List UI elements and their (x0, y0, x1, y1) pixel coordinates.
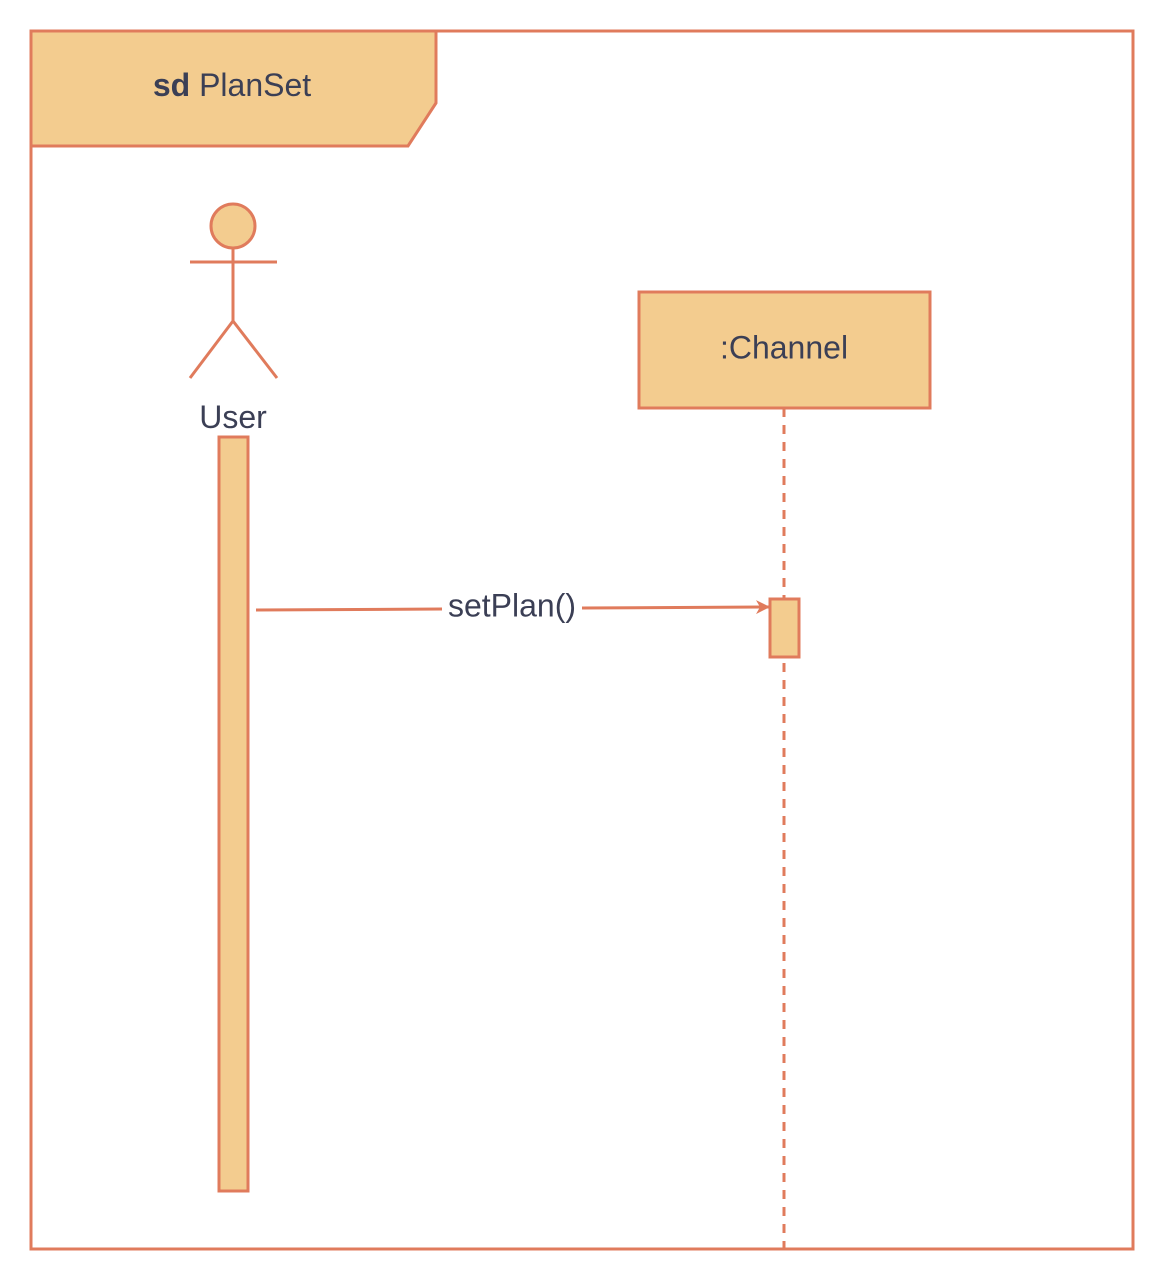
channel-activation-bar (768, 597, 801, 659)
actor-right-leg (231, 320, 279, 379)
diagram-frame (29, 29, 1135, 1251)
actor-label: User (199, 399, 267, 435)
actor-head (209, 202, 257, 250)
message-arrow-line-right (581, 600, 770, 615)
lifeline-label-channel: :Channel (720, 329, 848, 365)
frame-name-tag (29, 29, 438, 148)
message-label: setPlan() (448, 587, 576, 623)
stick-figure-actor-icon (188, 202, 279, 379)
actor-left-leg (188, 320, 235, 379)
actor-activation-bar (217, 435, 250, 1193)
message-arrow-line-left (255, 607, 443, 612)
frame-keyword: sd (153, 67, 190, 103)
frame-title: sd PlanSet (153, 67, 311, 103)
frame-name: PlanSet (199, 67, 311, 103)
